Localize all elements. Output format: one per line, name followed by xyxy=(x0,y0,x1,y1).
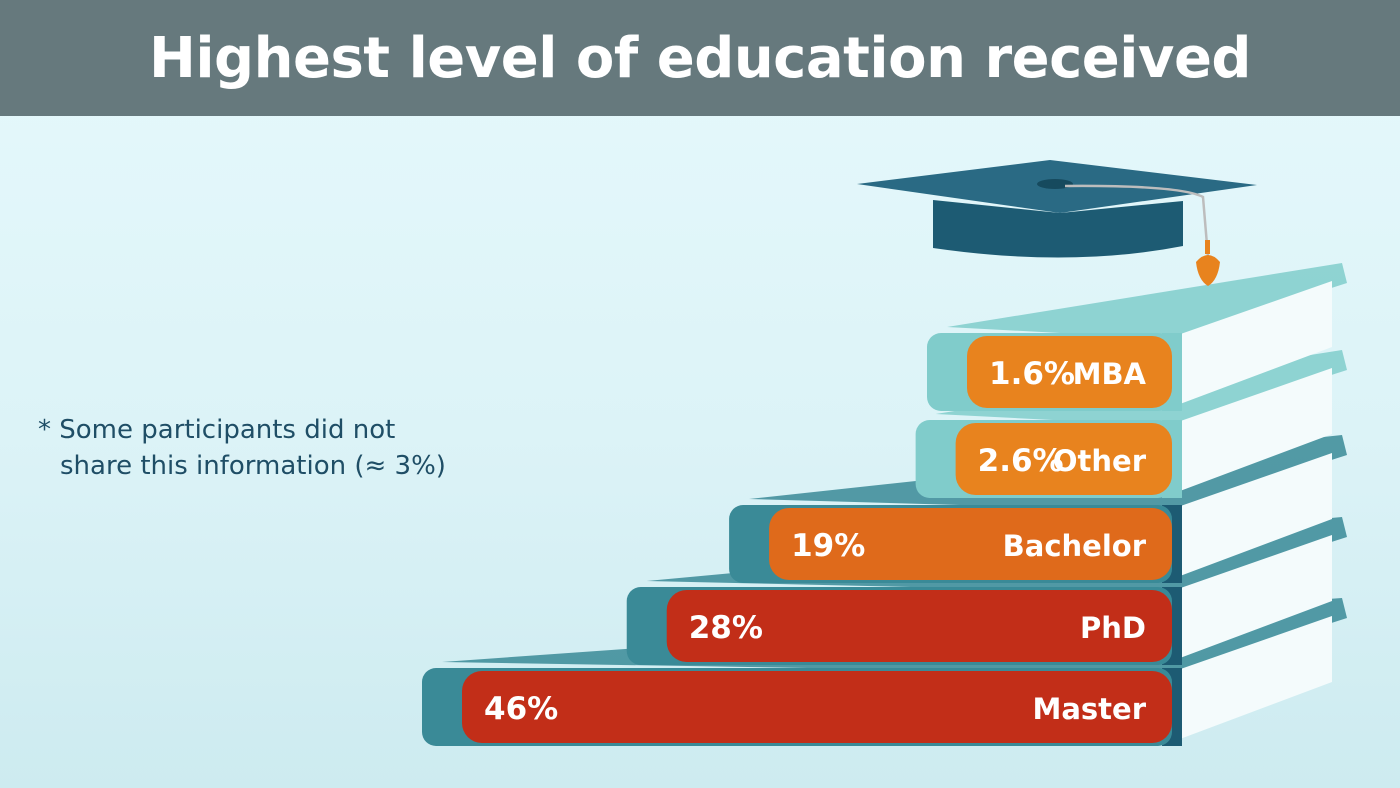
footnote-line-2: share this information (≈ 3%) xyxy=(60,451,446,481)
category-label-phd: PhD xyxy=(1080,611,1146,645)
footnote: * Some participants did not share this i… xyxy=(38,412,446,484)
graduation-cap-icon xyxy=(857,160,1257,286)
title-banner: Highest level of education received xyxy=(0,0,1400,116)
value-label-phd: 28% xyxy=(689,610,763,646)
value-label-other: 2.6% xyxy=(978,443,1064,479)
category-label-bachelor: Bachelor xyxy=(1003,529,1147,563)
bar-phd xyxy=(666,590,1172,662)
bar-mba xyxy=(967,336,1172,408)
book-mba: 1.6%MBA xyxy=(927,263,1347,411)
value-label-bachelor: 19% xyxy=(791,528,865,564)
bar-other xyxy=(955,423,1172,495)
bar-bachelor xyxy=(769,508,1172,580)
value-label-master: 46% xyxy=(484,691,558,727)
category-label-mba: MBA xyxy=(1073,357,1147,391)
page-title: Highest level of education received xyxy=(148,25,1252,91)
category-label-other: Other xyxy=(1053,444,1147,478)
value-label-mba: 1.6% xyxy=(989,356,1075,392)
footnote-line-1: * Some participants did not xyxy=(38,415,396,445)
category-label-master: Master xyxy=(1032,692,1146,726)
bar-master xyxy=(462,671,1172,743)
book-stack: 46% Master 28% PhD 19% Bachelor 2.6%Other 1.6%M… xyxy=(422,263,1347,746)
education-bar-chart: 46% Master 28% PhD 19% Bachelor 2.6%Other 1.6%M… xyxy=(422,160,1347,746)
